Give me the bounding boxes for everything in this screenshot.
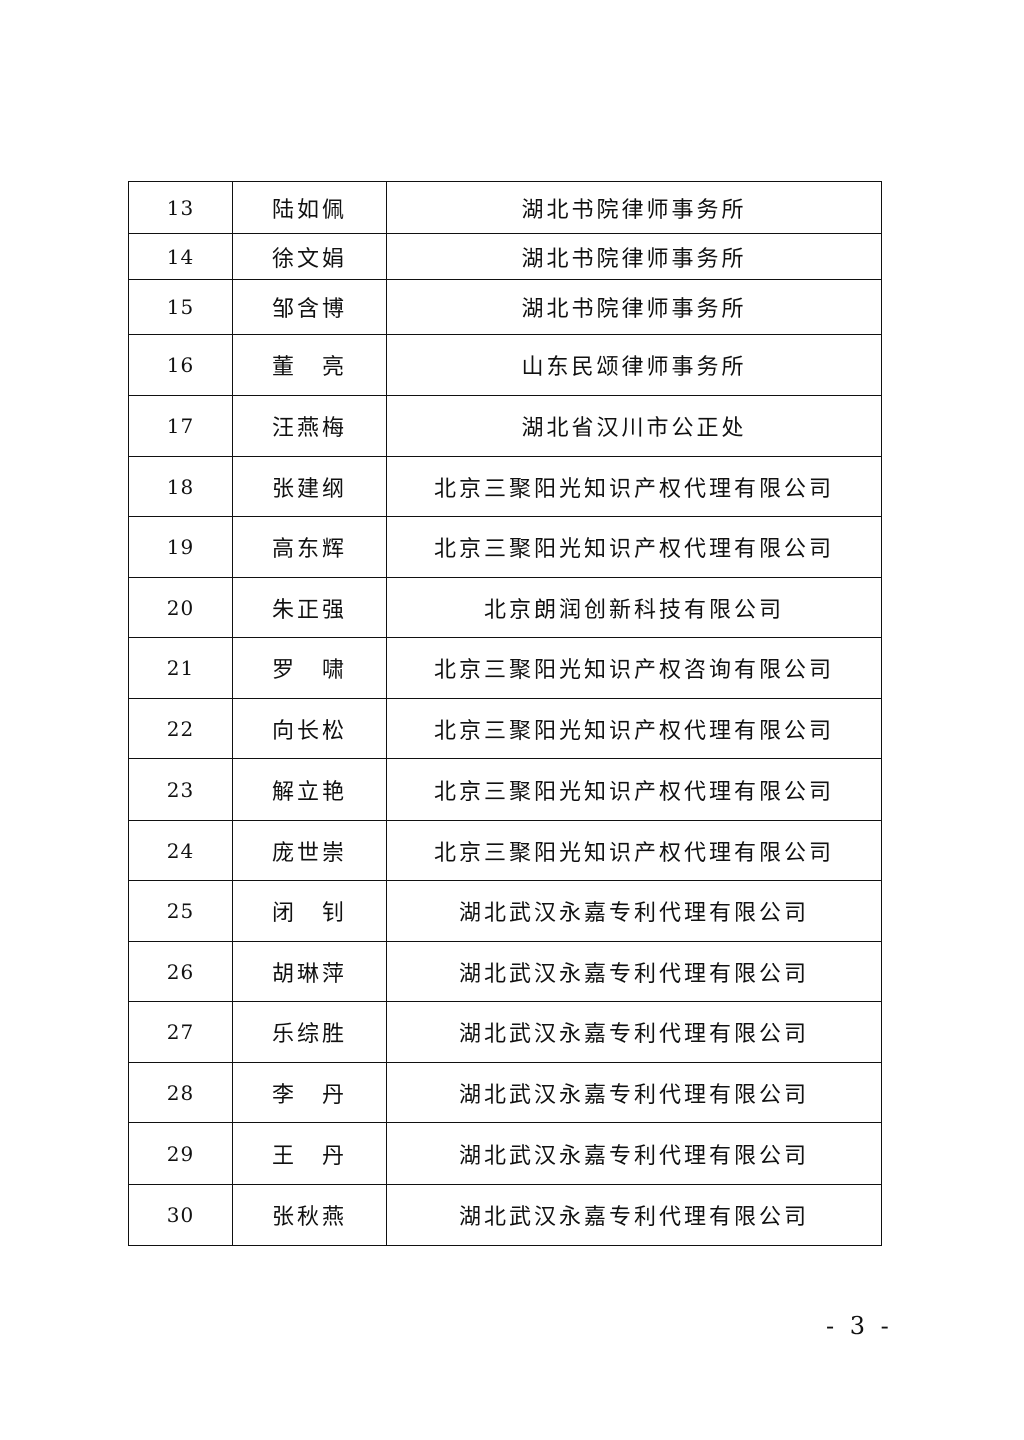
table-row: 30 张秋燕 湖北武汉永嘉专利代理有限公司 (128, 1184, 882, 1246)
person-name: 徐文娟 (232, 233, 387, 280)
table-row: 28 李 丹湖北武汉永嘉专利代理有限公司 (128, 1062, 882, 1123)
table-row: 21 罗 啸北京三聚阳光知识产权咨询有限公司 (128, 637, 882, 699)
row-number: 14 (128, 233, 233, 280)
person-name: 邹含博 (232, 279, 387, 335)
organization: 山东民颂律师事务所 (386, 334, 882, 396)
organization: 北京三聚阳光知识产权代理有限公司 (386, 820, 882, 881)
table-row: 15 邹含博 湖北书院律师事务所 (128, 279, 882, 335)
row-number: 25 (128, 880, 233, 942)
table-row: 27 乐综胜 湖北武汉永嘉专利代理有限公司 (128, 1001, 882, 1063)
person-name: 王 丹 (232, 1122, 387, 1185)
organization: 北京三聚阳光知识产权代理有限公司 (386, 516, 882, 578)
table-row: 17 汪燕梅 湖北省汉川市公正处 (128, 395, 882, 457)
person-name: 张建纲 (232, 456, 387, 517)
organization: 湖北书院律师事务所 (386, 181, 882, 234)
person-name: 高东辉 (232, 516, 387, 578)
table-row: 13 陆如佩 湖北书院律师事务所 (128, 181, 882, 234)
person-name: 张秋燕 (232, 1184, 387, 1246)
organization: 北京朗润创新科技有限公司 (386, 577, 882, 638)
organization: 湖北书院律师事务所 (386, 279, 882, 335)
row-number: 24 (128, 820, 233, 881)
row-number: 13 (128, 181, 233, 234)
table-row: 25 闭 钊湖北武汉永嘉专利代理有限公司 (128, 880, 882, 942)
person-name: 解立艳 (232, 758, 387, 821)
organization: 湖北武汉永嘉专利代理有限公司 (386, 880, 882, 942)
person-name: 朱正强 (232, 577, 387, 638)
row-number: 27 (128, 1001, 233, 1063)
row-number: 16 (128, 334, 233, 396)
organization: 北京三聚阳光知识产权咨询有限公司 (386, 637, 882, 699)
person-name: 乐综胜 (232, 1001, 387, 1063)
organization: 湖北武汉永嘉专利代理有限公司 (386, 941, 882, 1002)
person-name: 罗 啸 (232, 637, 387, 699)
table-row: 18 张建纲 北京三聚阳光知识产权代理有限公司 (128, 456, 882, 517)
organization: 北京三聚阳光知识产权代理有限公司 (386, 456, 882, 517)
organization: 湖北书院律师事务所 (386, 233, 882, 280)
row-number: 15 (128, 279, 233, 335)
row-number: 20 (128, 577, 233, 638)
row-number: 26 (128, 941, 233, 1002)
organization: 湖北武汉永嘉专利代理有限公司 (386, 1184, 882, 1246)
organization: 湖北武汉永嘉专利代理有限公司 (386, 1001, 882, 1063)
person-name: 胡琳萍 (232, 941, 387, 1002)
row-number: 17 (128, 395, 233, 457)
table-row: 29 王 丹湖北武汉永嘉专利代理有限公司 (128, 1122, 882, 1185)
person-name: 向长松 (232, 698, 387, 759)
page-number: - 3 - (826, 1312, 893, 1340)
organization: 湖北武汉永嘉专利代理有限公司 (386, 1062, 882, 1123)
table-row: 16 董 亮山东民颂律师事务所 (128, 334, 882, 396)
row-number: 22 (128, 698, 233, 759)
table-row: 19 高东辉 北京三聚阳光知识产权代理有限公司 (128, 516, 882, 578)
person-name: 陆如佩 (232, 181, 387, 234)
person-name: 庞世崇 (232, 820, 387, 881)
row-number: 18 (128, 456, 233, 517)
table-row: 22 向长松 北京三聚阳光知识产权代理有限公司 (128, 698, 882, 759)
person-name: 李 丹 (232, 1062, 387, 1123)
row-number: 23 (128, 758, 233, 821)
person-name: 闭 钊 (232, 880, 387, 942)
table-row: 14 徐文娟 湖北书院律师事务所 (128, 233, 882, 280)
person-name: 董 亮 (232, 334, 387, 396)
row-number: 29 (128, 1122, 233, 1185)
row-number: 30 (128, 1184, 233, 1246)
organization: 湖北武汉永嘉专利代理有限公司 (386, 1122, 882, 1185)
row-number: 21 (128, 637, 233, 699)
table-row: 20 朱正强 北京朗润创新科技有限公司 (128, 577, 882, 638)
table-row: 24 庞世崇 北京三聚阳光知识产权代理有限公司 (128, 820, 882, 881)
organization: 湖北省汉川市公正处 (386, 395, 882, 457)
organization: 北京三聚阳光知识产权代理有限公司 (386, 758, 882, 821)
table-row: 23 解立艳 北京三聚阳光知识产权代理有限公司 (128, 758, 882, 821)
person-name: 汪燕梅 (232, 395, 387, 457)
table-row: 26 胡琳萍 湖北武汉永嘉专利代理有限公司 (128, 941, 882, 1002)
name-list-table: 13 陆如佩 湖北书院律师事务所 14 徐文娟 湖北书院律师事务所 15 邹含博 湖北书院律师事… (128, 181, 882, 1246)
organization: 北京三聚阳光知识产权代理有限公司 (386, 698, 882, 759)
row-number: 19 (128, 516, 233, 578)
row-number: 28 (128, 1062, 233, 1123)
